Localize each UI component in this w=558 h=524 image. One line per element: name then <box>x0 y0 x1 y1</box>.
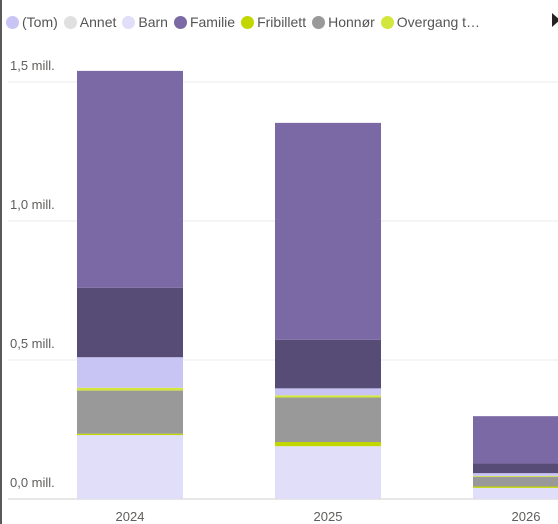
legend-dot-icon <box>63 15 77 29</box>
legend-item[interactable]: Honnør <box>312 14 375 30</box>
legend-item[interactable]: (Tom) <box>6 14 58 30</box>
bar-segment[interactable] <box>473 475 558 477</box>
legend-label: Annet <box>79 14 117 30</box>
bar-segment[interactable] <box>473 487 558 499</box>
bar-segment[interactable] <box>77 390 183 434</box>
legend-label: Fribillett <box>257 14 307 30</box>
legend-dot-icon <box>380 15 394 29</box>
legend-label: (Tom) <box>22 14 58 30</box>
bar-segment[interactable] <box>275 446 381 499</box>
bar-segment[interactable] <box>473 463 558 474</box>
bar-segment[interactable] <box>77 357 183 388</box>
bar-segment[interactable] <box>77 70 183 288</box>
bar-segment[interactable] <box>77 287 183 358</box>
caret-right-icon[interactable] <box>552 13 558 27</box>
x-tick-label: 2024 <box>116 509 145 524</box>
y-tick-label: 0,5 mill. <box>10 336 55 351</box>
legend-label: Honnør <box>328 14 375 30</box>
legend-item[interactable]: Familie <box>173 14 236 30</box>
bar-segment[interactable] <box>77 433 183 436</box>
bar-segment[interactable] <box>275 442 381 447</box>
bar-segment[interactable] <box>77 435 183 499</box>
bar-segment[interactable] <box>275 388 381 396</box>
legend-item[interactable]: Fribillett <box>241 14 306 30</box>
y-tick-label: 0,0 mill. <box>10 475 55 490</box>
legend-dot-icon <box>241 15 255 29</box>
bar-segment[interactable] <box>473 473 558 476</box>
bar-segment[interactable] <box>473 476 558 487</box>
bar-segment[interactable] <box>473 416 558 464</box>
legend-label: Barn <box>138 14 168 30</box>
bar-segment[interactable] <box>275 397 381 443</box>
legend-item[interactable]: Overgang t… <box>380 14 480 30</box>
bar-segment[interactable] <box>275 395 381 398</box>
legend: (Tom) Annet Barn Familie Fribillett Honnør Ove… <box>6 12 558 32</box>
bar-segment[interactable] <box>77 387 183 391</box>
legend-item[interactable]: Annet <box>63 14 117 30</box>
legend-dot-icon <box>122 15 136 29</box>
bar-segment[interactable] <box>473 486 558 488</box>
y-tick-label: 1,5 mill. <box>10 58 55 73</box>
legend-label: Familie <box>189 14 236 30</box>
bar-segment[interactable] <box>275 122 381 340</box>
x-tick-label: 2026 <box>512 509 541 524</box>
y-tick-label: 1,0 mill. <box>10 197 55 212</box>
legend-dot-icon <box>173 15 187 29</box>
legend-item[interactable]: Barn <box>122 14 168 30</box>
visual-border <box>0 0 2 524</box>
x-tick-label: 2025 <box>314 509 343 524</box>
legend-dot-icon <box>312 15 326 29</box>
legend-dot-icon <box>6 15 19 29</box>
bar-segment[interactable] <box>275 339 381 389</box>
